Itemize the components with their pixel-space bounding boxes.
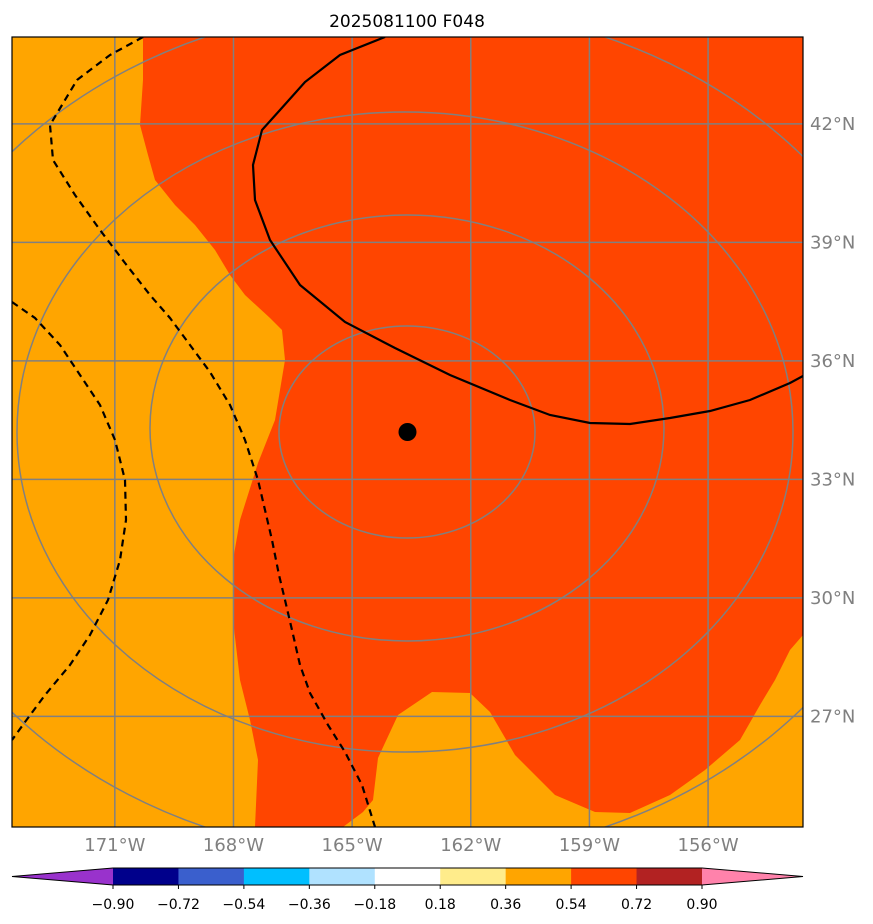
longitude-label: 156°W <box>678 835 739 856</box>
latitude-label: 36°N <box>810 351 855 372</box>
longitude-label: 168°W <box>203 835 264 856</box>
dashed-contour-west <box>12 301 128 741</box>
pressure-contours <box>12 37 803 827</box>
longitude-label: 171°W <box>84 835 145 856</box>
latitude-label: 33°N <box>810 469 855 490</box>
colorbar-segment <box>309 868 376 885</box>
colorbar-tick-label: −0.72 <box>157 897 200 913</box>
latitude-labels: 42°N 39°N 36°N 33°N 30°N 27°N <box>810 114 855 728</box>
colorbar-tick-label: 0.36 <box>490 897 521 913</box>
colorbar-segment <box>636 868 703 885</box>
longitude-label: 159°W <box>559 835 620 856</box>
colorbar-segment <box>178 868 245 885</box>
map-frame <box>11 36 804 828</box>
latitude-label: 27°N <box>810 706 855 727</box>
longitude-label: 165°W <box>322 835 383 856</box>
colorbar-segment <box>505 868 572 885</box>
distance-circle-inner <box>278 325 536 539</box>
colorbar-tick-label: −0.90 <box>92 897 135 913</box>
colorbar-segment <box>243 868 310 885</box>
colorbar-segment <box>113 868 179 885</box>
colorbar-tick-label: 0.54 <box>556 897 587 913</box>
latitude-label: 42°N <box>810 114 855 135</box>
colorbar-tick-label: 0.90 <box>686 897 717 913</box>
longitude-label: 162°W <box>440 835 501 856</box>
distance-circles <box>12 37 803 827</box>
colorbar-extend-low <box>12 868 113 885</box>
longitude-labels: 171°W 168°W 165°W 162°W 159°W 156°W <box>84 835 739 856</box>
dashed-contour-east <box>48 37 377 827</box>
colorbar-segment <box>571 868 638 885</box>
colorbar-segment <box>374 868 441 885</box>
colorbar-segment <box>440 868 507 885</box>
colorbar-tick-label: −0.36 <box>288 897 331 913</box>
latitude-label: 39°N <box>810 232 855 253</box>
distance-circle-middle <box>149 214 665 642</box>
graticule <box>12 37 803 827</box>
colorbar-tick-label: 0.18 <box>425 897 456 913</box>
latitude-label: 30°N <box>810 588 855 609</box>
colorbar-tick-label: −0.18 <box>353 897 396 913</box>
storm-center-marker <box>398 423 417 441</box>
colorbar: −0.90 −0.72 −0.54 −0.36 −0.18 0.18 0.36 0.54 0.7… <box>11 867 804 913</box>
colorbar-tick-label: 0.72 <box>621 897 652 913</box>
map-title: 2025081100 F048 <box>329 12 485 32</box>
colorbar-tick-label: −0.54 <box>222 897 265 913</box>
distance-circle-outer <box>16 111 794 753</box>
map-plot-area <box>12 37 803 827</box>
solid-contour <box>251 37 803 426</box>
colorbar-extend-high <box>702 868 803 885</box>
